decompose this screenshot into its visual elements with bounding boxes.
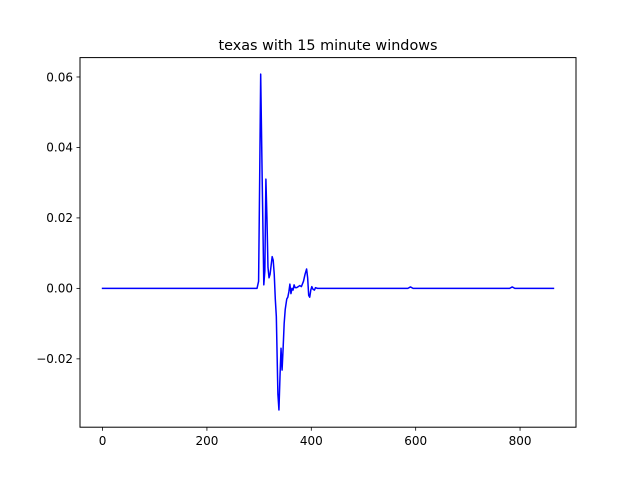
x-tick-label: 800: [509, 434, 532, 448]
chart-title: texas with 15 minute windows: [218, 38, 437, 54]
y-tick-label: 0.04: [46, 141, 73, 155]
y-tick-label: 0.02: [46, 211, 73, 225]
y-tick-label: 0.06: [46, 70, 73, 84]
y-tick-label: 0.00: [46, 282, 73, 296]
x-tick-label: 0: [99, 434, 107, 448]
plot-content: [101, 73, 555, 411]
y-tick-label: −0.02: [36, 352, 73, 366]
axis-ticks: 0 200 400 600 800 −0.02 0.00 0.02 0.04 0.06: [36, 70, 531, 448]
x-tick-label: 400: [300, 434, 323, 448]
axes-frame: [79, 57, 577, 428]
x-tick-label: 200: [195, 434, 218, 448]
series-line: [101, 73, 555, 411]
x-tick-label: 600: [404, 434, 427, 448]
